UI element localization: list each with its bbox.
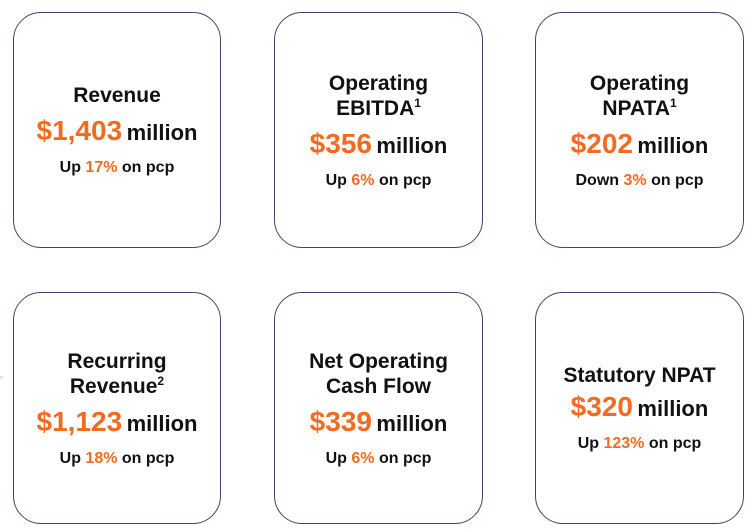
card-amount: $356 [309, 127, 372, 159]
card-title: Recurring Revenue2 [67, 349, 167, 398]
edge-artifact: ◦ [0, 372, 4, 382]
operating-npata-card: Operating NPATA1 $202 million Down 3% on … [535, 12, 744, 248]
card-change: Up 123% on pcp [577, 435, 702, 452]
card-change: Down 3% on pcp [575, 171, 704, 189]
card-unit: million [126, 120, 198, 145]
card-percent: 3% [623, 171, 647, 189]
card-title: Operating EBITDA1 [328, 71, 429, 120]
net-operating-cash-flow-card: Net Operating Cash Flow $339 million Up 6… [274, 292, 483, 524]
card-unit: million [126, 410, 198, 436]
card-change: Up 18% on pcp [59, 449, 175, 467]
card-amount: $320 [570, 391, 633, 422]
card-title: Net Operating Cash Flow [309, 349, 448, 398]
card-value: $320 million [571, 390, 709, 429]
card-change: Up 17% on pcp [59, 159, 175, 176]
card-title: Statutory NPAT [563, 364, 716, 387]
card-value: $356 million [310, 127, 448, 166]
card-amount: $1,403 [36, 115, 123, 146]
card-change: Up 6% on pcp [325, 171, 432, 189]
card-amount: $339 [309, 405, 372, 437]
card-title: Revenue [73, 84, 161, 107]
card-change: Up 6% on pcp [325, 449, 432, 467]
card-percent: 6% [351, 171, 375, 189]
card-amount: $202 [570, 127, 633, 159]
card-percent: 123% [603, 435, 645, 452]
recurring-revenue-card: Recurring Revenue2 $1,123 million Up 18% … [13, 292, 221, 524]
card-value: $1,123 million [37, 405, 198, 444]
card-unit: million [637, 132, 709, 158]
footnote-marker: 1 [669, 95, 677, 110]
card-amount: $1,123 [36, 405, 123, 437]
card-unit: million [376, 132, 448, 158]
card-title: Operating NPATA1 [589, 71, 690, 120]
card-unit: million [637, 396, 709, 421]
card-percent: 18% [85, 449, 118, 467]
operating-ebitda-card: Operating EBITDA1 $356 million Up 6% on p… [274, 12, 483, 248]
card-percent: 6% [351, 449, 375, 467]
revenue-card: Revenue $1,403 million Up 17% on pcp [13, 12, 221, 248]
card-unit: million [376, 410, 448, 436]
card-value: $202 million [571, 127, 709, 166]
card-value: $1,403 million [37, 114, 198, 153]
card-value: $339 million [310, 405, 448, 444]
footnote-marker: 1 [414, 95, 421, 110]
statutory-npat-card: Statutory NPAT $320 million Up 123% on p… [535, 292, 744, 524]
card-percent: 17% [85, 159, 118, 176]
footnote-marker: 2 [157, 373, 165, 388]
